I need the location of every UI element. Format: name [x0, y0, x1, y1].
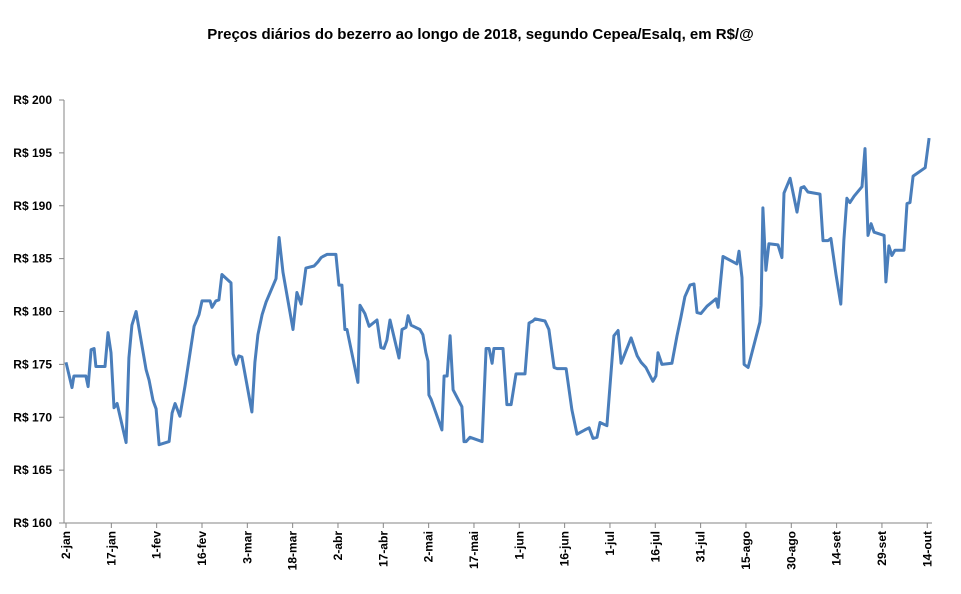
series-line	[64, 137, 931, 447]
x-tick-label: 16-jul	[648, 531, 662, 562]
x-axis-ticks: 2-jan 17-jan 1-fev 16-fev 3-mar 18-mar 2-abr 17…	[59, 523, 934, 570]
x-tick-label: 16-fev	[195, 531, 209, 566]
x-tick-label: 31-jul	[694, 531, 708, 562]
y-tick-label: R$ 195	[13, 146, 52, 160]
y-axis-ticks: R$ 160 R$ 165 R$ 170 R$ 175 R$ 180 R$ 185 R$ 1…	[13, 93, 64, 530]
x-tick-label: 17-mai	[467, 531, 481, 569]
x-tick-label: 29-set	[875, 531, 889, 566]
x-tick-label: 14-set	[830, 531, 844, 566]
x-tick-label: 1-fev	[150, 531, 164, 559]
x-tick-label: 3-mar	[240, 531, 254, 564]
x-tick-label: 30-ago	[784, 531, 798, 570]
x-tick-label: 2-abr	[331, 531, 345, 561]
y-tick-label: R$ 180	[13, 305, 52, 319]
x-tick-label: 1-jul	[603, 531, 617, 556]
x-tick-label: 15-ago	[739, 531, 753, 570]
x-tick-label: 18-mar	[286, 531, 300, 571]
x-tick-label: 16-jun	[558, 531, 572, 566]
x-tick-label: 2-jan	[59, 531, 73, 559]
x-tick-label: 1-jun	[512, 531, 526, 560]
y-tick-label: R$ 190	[13, 199, 52, 213]
y-tick-label: R$ 175	[13, 357, 52, 371]
axes	[63, 100, 932, 524]
chart-title: Preços diários do bezerro ao longo de 20…	[207, 26, 754, 43]
x-tick-label: 17-abr	[376, 531, 390, 567]
x-tick-label: 14-out	[920, 531, 934, 567]
y-tick-label: R$ 160	[13, 516, 52, 530]
y-tick-label: R$ 185	[13, 252, 52, 266]
x-tick-label: 17-jan	[104, 531, 118, 566]
y-tick-label: R$ 200	[13, 93, 52, 107]
y-tick-label: R$ 170	[13, 410, 52, 424]
x-tick-label: 2-mai	[422, 531, 436, 562]
y-tick-label: R$ 165	[13, 463, 52, 477]
